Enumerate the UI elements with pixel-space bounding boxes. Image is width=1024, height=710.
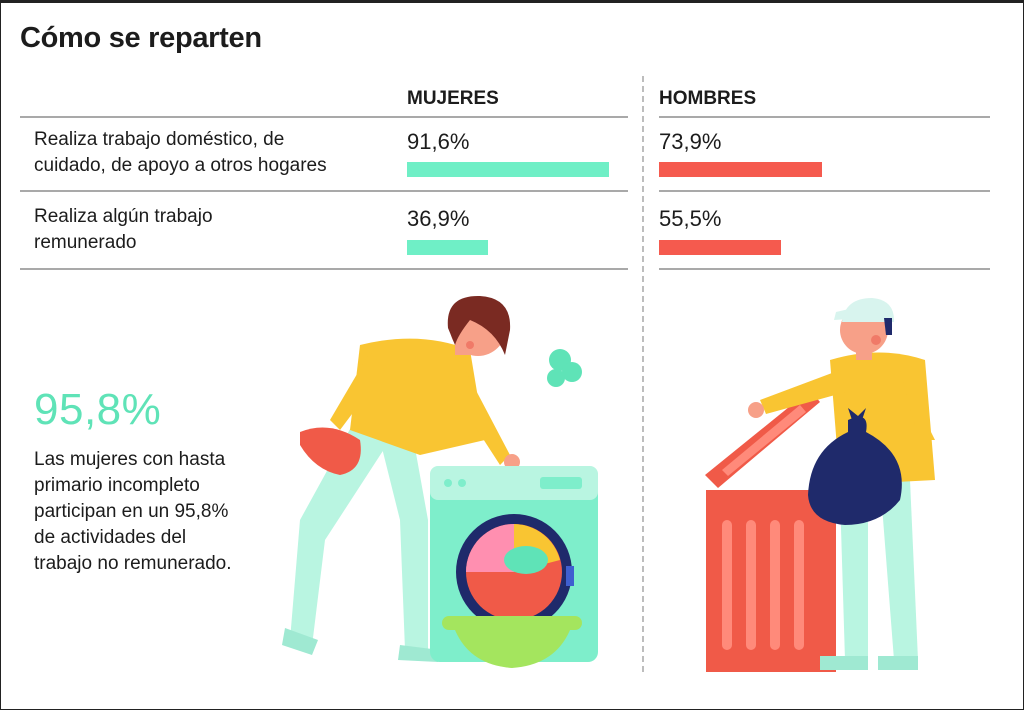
men-value-paid: 55,5% <box>659 206 722 231</box>
row-label-line: cuidado, de apoyo a otros hogares <box>34 155 327 176</box>
woman-laundry-illustration <box>282 295 598 668</box>
highlight-line: Las mujeres con hasta <box>34 449 226 470</box>
women-bar-paid <box>407 240 489 255</box>
divider-bottom-left <box>20 268 628 270</box>
column-header-women: MUJERES <box>407 88 499 109</box>
page-title: Cómo se reparten <box>20 22 262 54</box>
men-bar-paid <box>659 240 782 255</box>
women-value-domestic: 91,6% <box>407 129 470 154</box>
men-bar-domestic <box>659 162 822 177</box>
row-label-line: Realiza trabajo doméstico, de <box>34 129 285 150</box>
women-bar-domestic <box>407 162 609 177</box>
row-label-line: remunerado <box>34 232 137 253</box>
row-label-paid: Realiza algún trabajo remunerado <box>34 204 213 256</box>
row-label-line: Realiza algún trabajo <box>34 206 213 227</box>
column-separator <box>642 76 644 672</box>
men-value-domestic: 73,9% <box>659 129 722 154</box>
divider-mid-right <box>659 190 990 192</box>
row-label-domestic: Realiza trabajo doméstico, de cuidado, d… <box>34 127 327 179</box>
highlight-line: participan en un 95,8% <box>34 501 229 522</box>
divider-top-left <box>20 116 628 118</box>
divider-bottom-right <box>659 268 990 270</box>
highlight-line: trabajo no remunerado. <box>34 553 232 574</box>
highlight-line: de actividades del <box>34 527 187 548</box>
women-value-paid: 36,9% <box>407 206 470 231</box>
man-trash-illustration <box>705 298 935 672</box>
highlight-value: 95,8% <box>34 385 162 434</box>
column-header-men: HOMBRES <box>659 88 757 109</box>
divider-top-right <box>659 116 990 118</box>
divider-mid-left <box>20 190 628 192</box>
highlight-description: Las mujeres con hasta primario incomplet… <box>34 447 274 577</box>
highlight-line: primario incompleto <box>34 475 200 496</box>
